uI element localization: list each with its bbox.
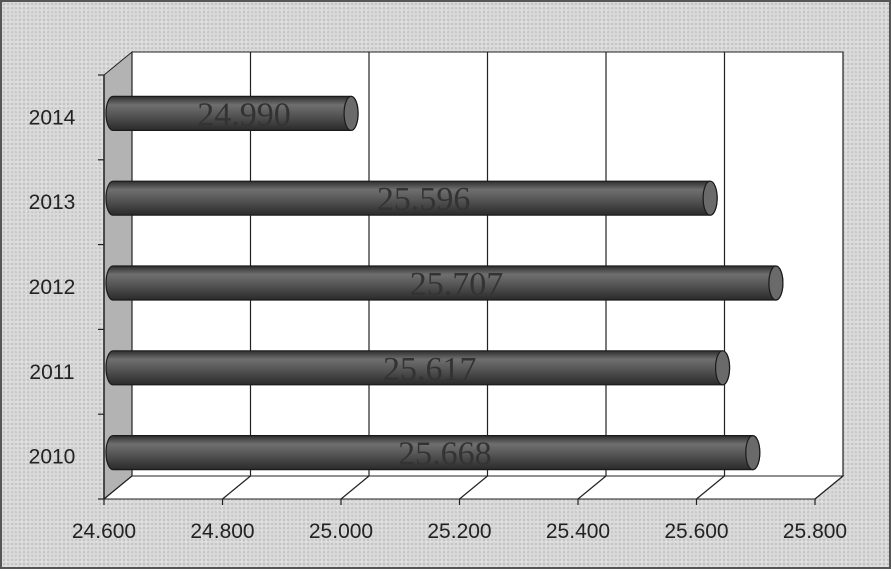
labels: 24.600 24.800 25.000 25.200 25.400 25.600 25.8… — [29, 96, 847, 543]
bars — [105, 95, 784, 471]
bar-cap-2010 — [745, 435, 761, 471]
y-tick-label: 2013 — [29, 191, 76, 214]
y-tick-label: 2010 — [29, 446, 76, 469]
data-label: 24.990 — [197, 96, 291, 133]
x-tick-label: 25.000 — [309, 520, 373, 543]
x-tick-label: 25.800 — [783, 520, 847, 543]
gridline-floor — [340, 475, 370, 500]
data-label: 25.617 — [383, 351, 477, 388]
bar-cap-2012 — [768, 265, 784, 301]
gridline-floor — [459, 475, 488, 500]
axes — [98, 74, 105, 500]
gridline-floor — [222, 475, 251, 500]
gridline-floor — [577, 475, 607, 500]
data-label: 25.707 — [410, 266, 504, 303]
y-tick-label: 2011 — [29, 361, 74, 384]
data-label: 25.668 — [398, 436, 492, 473]
x-tick-label: 25.400 — [546, 520, 610, 543]
bar-cap-2011 — [714, 350, 731, 386]
data-label: 25.596 — [377, 181, 471, 218]
bar-cap-2013 — [702, 180, 718, 216]
x-tick-label: 24.800 — [190, 520, 254, 543]
gridline-floor — [814, 475, 844, 500]
x-tick-label: 25.600 — [664, 520, 728, 543]
gridline-floor — [103, 475, 133, 500]
y-tick-label: 2012 — [29, 276, 76, 299]
bar-cap-2014 — [343, 95, 359, 132]
y-tick-label: 2014 — [29, 106, 76, 129]
x-tick-label: 24.600 — [72, 520, 136, 543]
x-tick-label: 25.200 — [427, 520, 491, 543]
gridline-floor — [696, 475, 725, 500]
